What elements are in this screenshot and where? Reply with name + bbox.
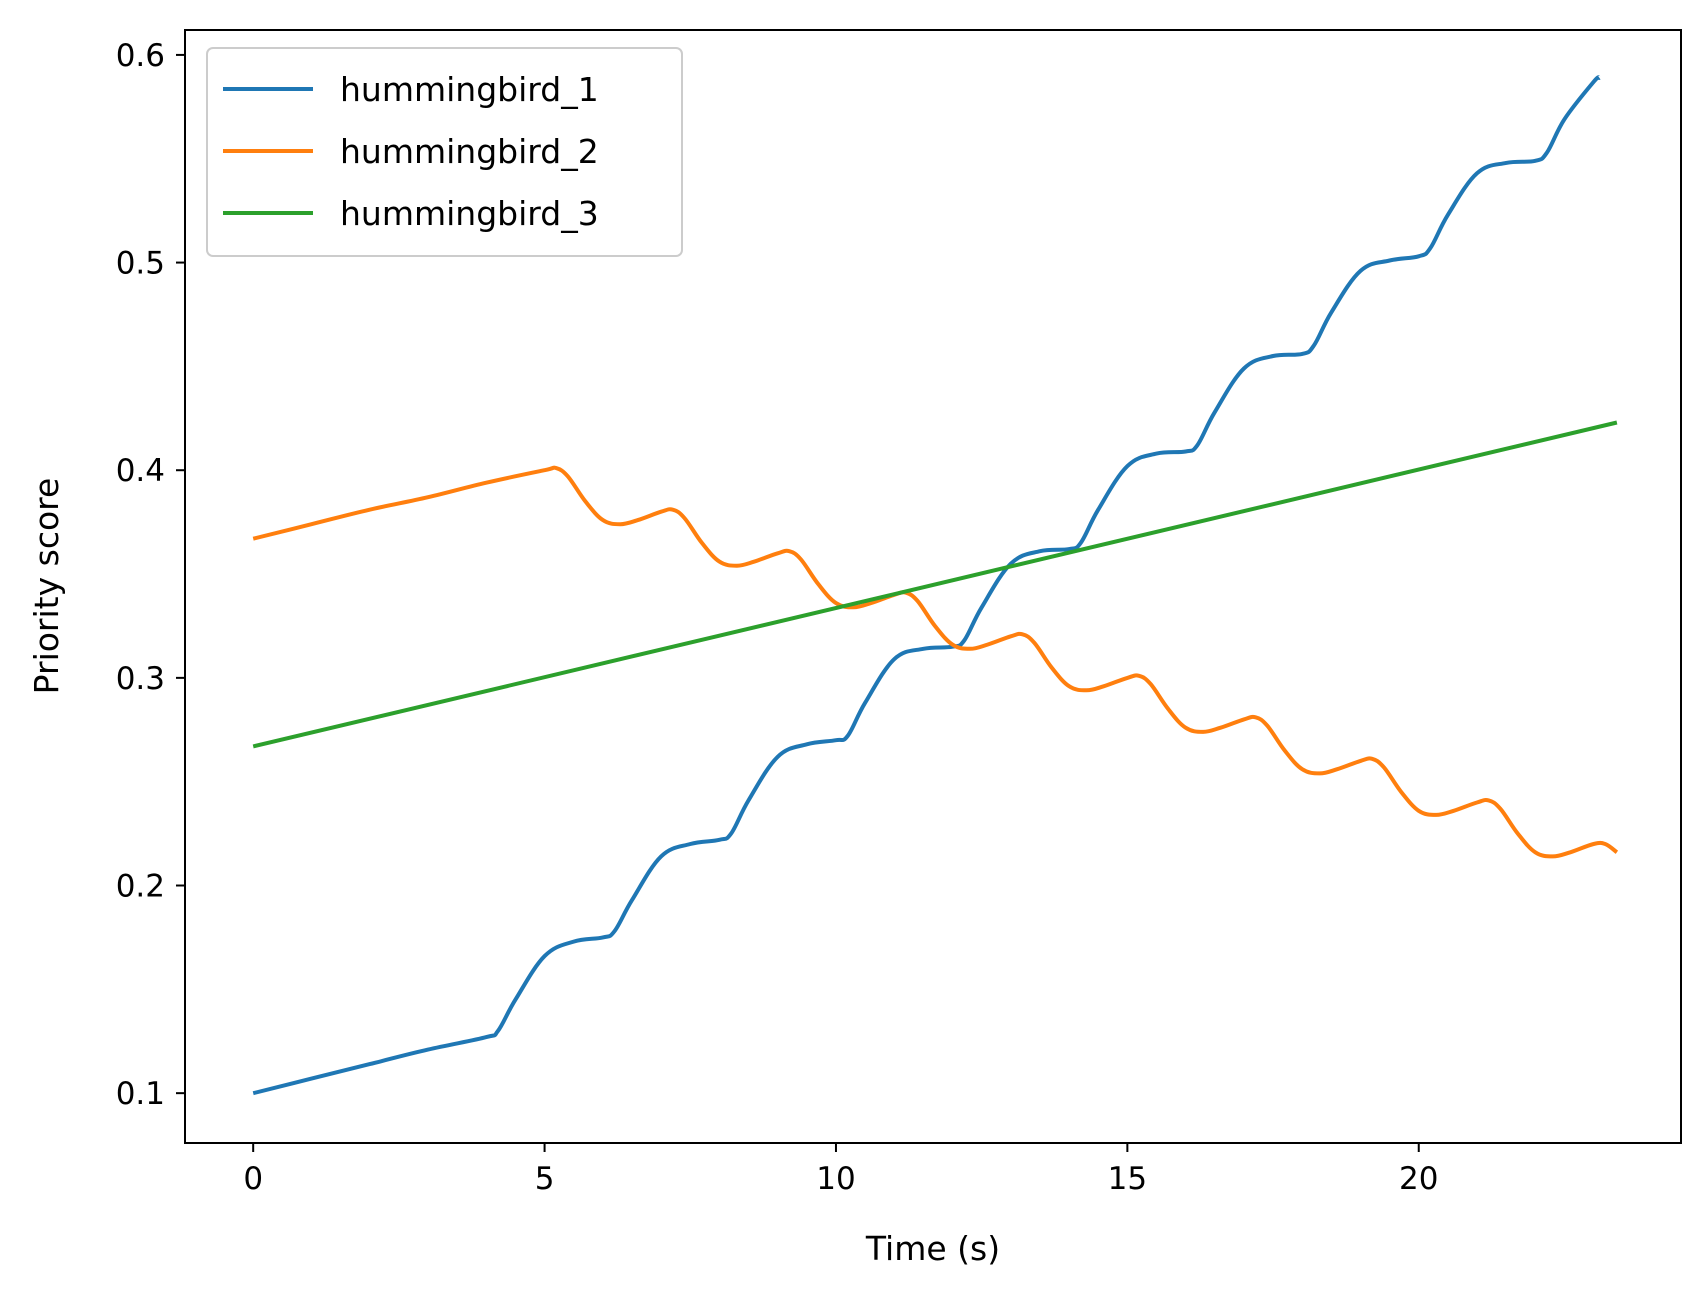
series-layer (252, 75, 1619, 1096)
legend-box (206, 47, 683, 257)
series-line-hummingbird-2 (252, 465, 1619, 859)
x-tick-label: 20 (1399, 1161, 1438, 1197)
y-axis: 0.1 0.2 0.3 0.4 0.5 0.6 (116, 38, 185, 1112)
legend: hummingbird_1 hummingbird_2 hummingbird_3 (206, 47, 683, 257)
y-tick-label: 0.3 (116, 661, 165, 697)
y-tick-label: 0.5 (116, 246, 165, 282)
series-line-hummingbird-1 (252, 75, 1602, 1096)
y-tick-label: 0.2 (116, 869, 165, 905)
y-tick-label: 0.4 (116, 453, 165, 489)
x-tick-label: 15 (1108, 1161, 1147, 1197)
x-tick-label: 5 (535, 1161, 555, 1197)
legend-label: hummingbird_1 (340, 70, 599, 109)
x-tick-label: 0 (243, 1161, 263, 1197)
y-tick-label: 0.1 (116, 1076, 165, 1112)
y-tick-label: 0.6 (116, 38, 165, 74)
y-axis-label: Priority score (27, 478, 66, 695)
x-axis: 0 5 10 15 20 (243, 1143, 1438, 1197)
x-tick-label: 10 (816, 1161, 855, 1197)
x-axis-label: Time (s) (865, 1229, 1000, 1268)
series-line-hummingbird-3 (252, 420, 1618, 749)
legend-label: hummingbird_2 (340, 132, 599, 171)
legend-label: hummingbird_3 (340, 194, 599, 233)
